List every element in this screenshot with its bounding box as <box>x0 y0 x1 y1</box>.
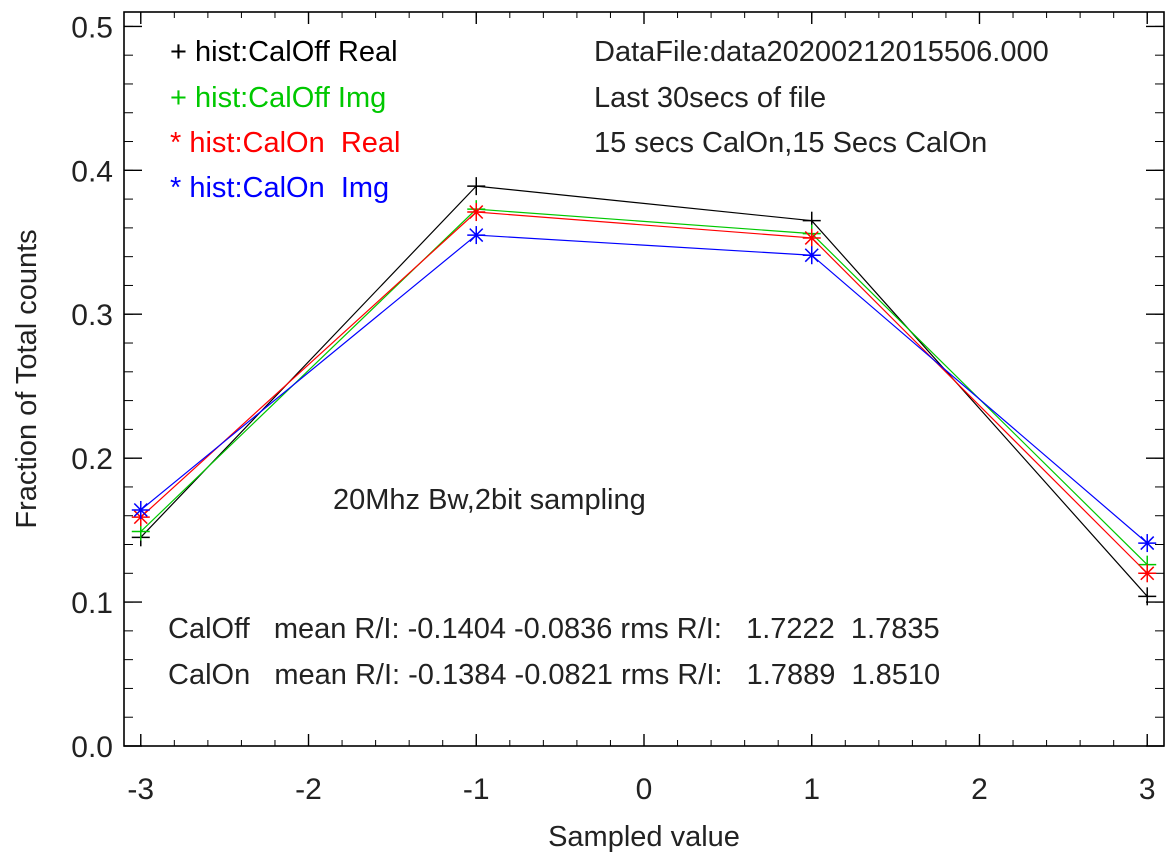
series-layer <box>131 177 1157 606</box>
x-axis: -3 -2 -1 0 1 2 3 <box>127 12 1156 806</box>
series-line-0 <box>140 185 1148 597</box>
data-point <box>802 228 821 247</box>
window-annotation: Last 30secs of file <box>594 82 826 114</box>
y-tick-label: 0.5 <box>71 11 113 44</box>
calon-stats-annotation: CalOn mean R/I: -0.1384 -0.0821 rms R/I:… <box>168 659 940 691</box>
y-axis: 0.0 0.1 0.2 0.3 0.4 0.5 <box>71 11 1164 764</box>
x-tick-label: 1 <box>803 773 820 806</box>
legend-entry: + hist:CalOff Real <box>170 36 398 68</box>
data-point <box>467 177 486 196</box>
series-line-2 <box>140 211 1148 574</box>
data-point <box>131 500 150 519</box>
data-point <box>1138 534 1157 553</box>
x-tick-label: 3 <box>1139 773 1156 806</box>
bandwidth-annotation: 20Mhz Bw,2bit sampling <box>333 484 646 516</box>
x-axis-title: Sampled value <box>548 821 740 853</box>
datafile-annotation: DataFile:data20200212015506.000 <box>594 36 1049 68</box>
y-tick-label: 0.2 <box>71 443 113 476</box>
x-tick-label: -2 <box>295 773 322 806</box>
series-line-3 <box>140 234 1148 544</box>
y-tick-label: 0.0 <box>71 731 113 764</box>
y-tick-label: 0.3 <box>71 299 113 332</box>
y-tick-label: 0.4 <box>71 155 113 188</box>
data-point <box>467 203 486 222</box>
data-point <box>1138 587 1157 606</box>
data-point <box>1138 564 1157 583</box>
legend-entry: * hist:CalOn Real <box>170 127 401 159</box>
legend-entry: + hist:CalOff Img <box>170 82 386 114</box>
y-axis-title: Fraction of Total counts <box>11 229 43 528</box>
legend-entry: * hist:CalOn Img <box>170 172 389 204</box>
y-tick-label: 0.1 <box>71 587 113 620</box>
data-point <box>467 226 486 245</box>
caloff-stats-annotation: CalOff mean R/I: -0.1404 -0.0836 rms R/I… <box>168 613 940 645</box>
legend: + hist:CalOff Real + hist:CalOff Img * his… <box>170 36 401 204</box>
data-point <box>802 246 821 265</box>
x-tick-label: 2 <box>971 773 988 806</box>
cal-note-annotation: 15 secs CalOn,15 Secs CalOn <box>594 127 987 159</box>
x-tick-label: 0 <box>636 773 653 806</box>
x-tick-label: -1 <box>463 773 490 806</box>
x-tick-label: -3 <box>127 773 154 806</box>
